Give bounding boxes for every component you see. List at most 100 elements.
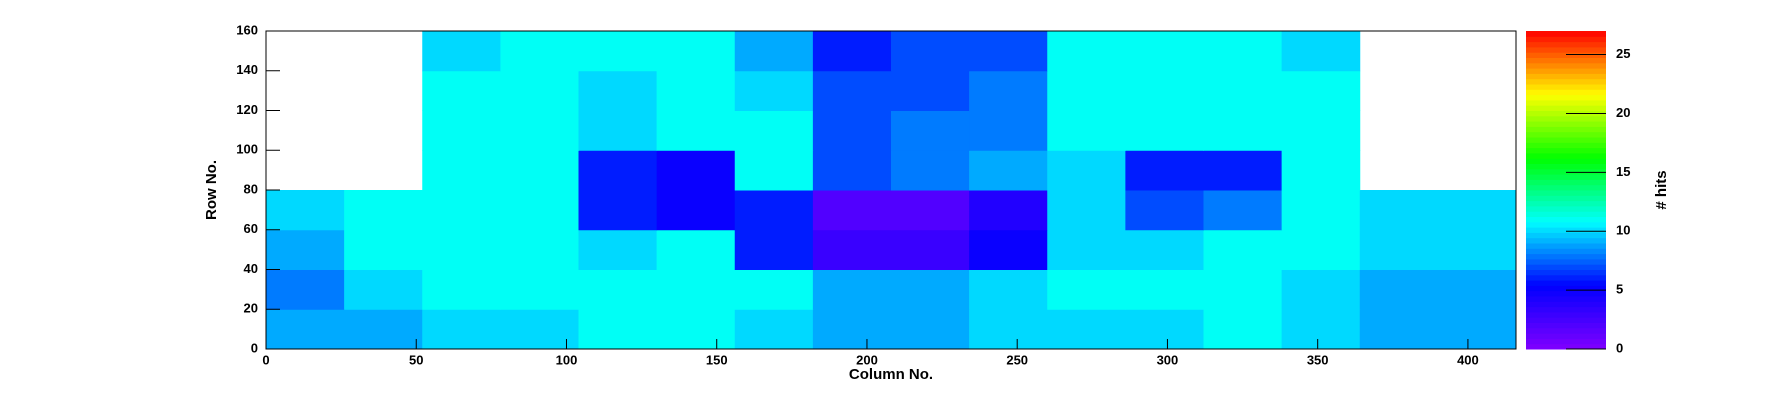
heatmap-cell [734, 229, 814, 270]
y-tick-label: 160 [236, 22, 258, 37]
heatmap-cell [500, 70, 579, 111]
y-tick-label: 100 [236, 142, 258, 157]
heatmap-cell [1281, 110, 1361, 151]
colorbar-band [1526, 68, 1606, 74]
heatmap-cell [1047, 31, 1126, 72]
colorbar-band [1526, 296, 1606, 302]
heatmap-cell [578, 229, 658, 270]
heatmap-cell [1125, 229, 1204, 270]
heatmap-cell [1125, 70, 1204, 111]
colorbar-band [1526, 205, 1606, 212]
heatmap-cell [1281, 309, 1361, 350]
heatmap-cell [266, 229, 345, 270]
heatmap-cell [422, 269, 501, 310]
heatmap-cell [969, 31, 1048, 72]
colorbar-band [1526, 62, 1606, 69]
colorbar-band [1526, 285, 1606, 292]
heatmap-cell [812, 309, 892, 350]
heatmap-cell [1203, 70, 1283, 111]
heatmap-cell [656, 31, 736, 72]
heatmap-cell [812, 229, 892, 270]
heatmap-cell [1203, 110, 1283, 151]
heatmap-cell [656, 110, 736, 151]
heatmap-cell [1437, 309, 1517, 350]
colorbar-band [1526, 227, 1606, 233]
colorbar-band [1526, 232, 1606, 239]
heatmap-cell [969, 70, 1048, 111]
heatmap-cell [1359, 229, 1439, 270]
heatmap-cell [1359, 190, 1439, 231]
x-axis-title: Column No. [849, 366, 933, 383]
colorbar-band [1526, 237, 1606, 244]
heatmap-cell [734, 269, 814, 310]
colorbar-band [1526, 105, 1606, 111]
heatmap-cell [1047, 70, 1126, 111]
colorbar-band [1526, 99, 1606, 106]
heatmap-cell [1125, 309, 1204, 350]
heatmap-cell [1281, 229, 1361, 270]
heatmap-cell [500, 309, 579, 350]
y-tick-label: 0 [251, 340, 258, 355]
heatmap-cell [1281, 70, 1361, 111]
heatmap-cell [1437, 269, 1517, 310]
colorbar-band [1526, 253, 1606, 260]
heatmap-cell [500, 150, 579, 191]
heatmap-cell [1437, 190, 1517, 231]
heatmap-cell [1047, 229, 1126, 270]
heatmap-cell [734, 190, 814, 231]
colorbar-band [1526, 190, 1606, 196]
heatmap-cell [500, 229, 579, 270]
heatmap-cell [656, 269, 736, 310]
heatmap-cell [1203, 150, 1283, 191]
heatmap-cell [1203, 31, 1283, 72]
heatmap-cell [578, 190, 658, 231]
colorbar-band [1526, 290, 1606, 297]
x-tick-label: 200 [856, 352, 878, 367]
colorbar-band [1526, 216, 1606, 223]
heatmap-cell [969, 269, 1048, 310]
heatmap-cell [578, 269, 658, 310]
y-tick-label: 80 [244, 181, 258, 196]
colorbar-band [1526, 152, 1606, 159]
heatmap-cell [891, 150, 970, 191]
heatmap-cell [422, 229, 501, 270]
heatmap-cell [344, 269, 423, 310]
heatmap-cell [266, 269, 345, 310]
y-tick-label: 60 [244, 221, 258, 236]
heatmap-cell [578, 110, 658, 151]
heatmap-cell [969, 309, 1048, 350]
colorbar-band [1526, 306, 1606, 313]
y-tick-label: 20 [244, 301, 258, 316]
colorbar-band [1526, 200, 1606, 207]
heatmap-cell [891, 110, 970, 151]
x-tick-label: 0 [262, 352, 269, 367]
heatmap-cell [969, 190, 1048, 231]
heatmap-cell [578, 150, 658, 191]
colorbar-band [1526, 31, 1606, 37]
heatmap-cell [1281, 31, 1361, 72]
colorbar-band [1526, 163, 1606, 170]
heatmap-cell [1125, 190, 1204, 231]
colorbar-band [1526, 36, 1606, 43]
y-tick-label: 40 [244, 261, 258, 276]
x-tick-label: 350 [1307, 352, 1329, 367]
colorbar-band [1526, 137, 1606, 143]
colorbar-band [1526, 168, 1606, 175]
heatmap-cell [812, 70, 892, 111]
heatmap-cell [656, 309, 736, 350]
colorbar-band [1526, 89, 1606, 96]
colorbar-band [1526, 264, 1606, 270]
heatmap-cell [1359, 269, 1439, 310]
colorbar-tick-label: 15 [1616, 164, 1630, 179]
colorbar-band [1526, 131, 1606, 138]
heatmap-cell [1203, 269, 1283, 310]
heatmap-cell [500, 269, 579, 310]
heatmap-cell [266, 309, 345, 350]
x-tick-label: 250 [1006, 352, 1028, 367]
heatmap-cell [1281, 150, 1361, 191]
heatmap-cell [656, 229, 736, 270]
heatmap-cell [1047, 110, 1126, 151]
heatmap-cell [578, 31, 658, 72]
heatmap-cell [578, 70, 658, 111]
